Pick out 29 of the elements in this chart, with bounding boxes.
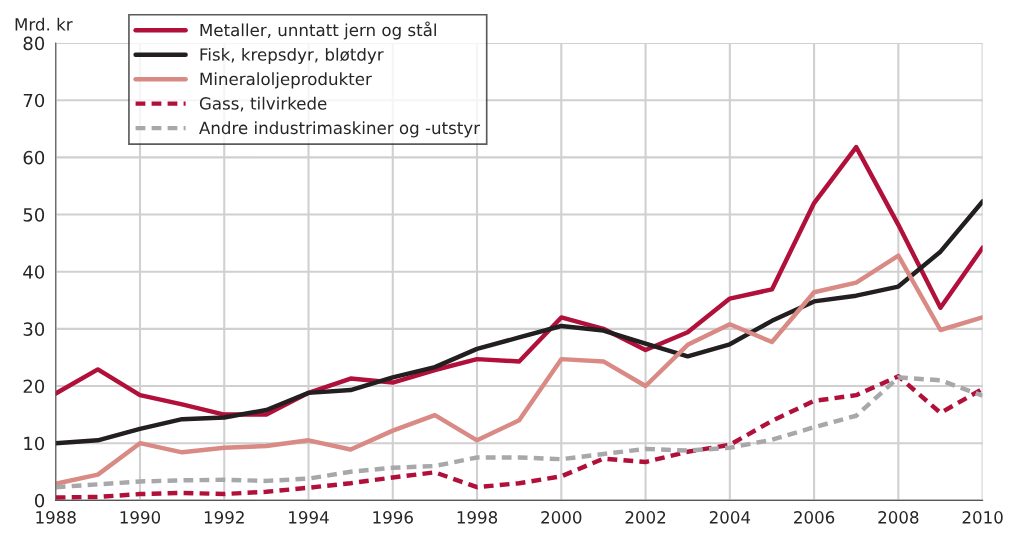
legend-label: Gass, tilvirkede xyxy=(199,96,327,112)
line-series xyxy=(55,253,983,486)
x-tick-label: 1988 xyxy=(36,511,76,524)
x-tick-label: 2008 xyxy=(878,511,919,524)
x-tick-label: 2000 xyxy=(541,511,582,524)
legend-label: Mineraloljeprodukter xyxy=(200,72,372,89)
y-tick-label: 40 xyxy=(23,265,45,279)
legend-label: Metaller, unntatt jern og stål xyxy=(200,21,436,40)
y-tick-label: 10 xyxy=(24,436,45,451)
y-tick-label: 0 xyxy=(35,493,45,508)
y-tick-label: 20 xyxy=(23,379,45,394)
line-series xyxy=(55,199,983,446)
y-tick-label: 50 xyxy=(23,207,45,222)
y-tick-label: 80 xyxy=(23,36,45,51)
x-tick-label: 2004 xyxy=(709,511,751,524)
y-tick-label: 30 xyxy=(23,322,45,336)
x-tick-label: 1990 xyxy=(120,511,161,524)
x-tick-label: 2010 xyxy=(962,511,1003,524)
y-axis-title: Mrd. kr xyxy=(15,17,73,31)
legend-label: Andre industrimaskiner og -utstyr xyxy=(199,121,481,138)
y-tick-label: 60 xyxy=(23,150,45,165)
x-tick-label: 1996 xyxy=(373,511,413,524)
x-tick-label: 1998 xyxy=(457,511,498,524)
x-tick-label: 2006 xyxy=(794,511,835,524)
x-tick-label: 2002 xyxy=(625,511,666,524)
y-tick-label: 70 xyxy=(23,93,45,108)
x-tick-label: 1992 xyxy=(204,511,244,524)
legend-label: Fisk, krepsdyr, bløtdyr xyxy=(200,47,384,65)
x-tick-label: 1994 xyxy=(289,511,329,524)
